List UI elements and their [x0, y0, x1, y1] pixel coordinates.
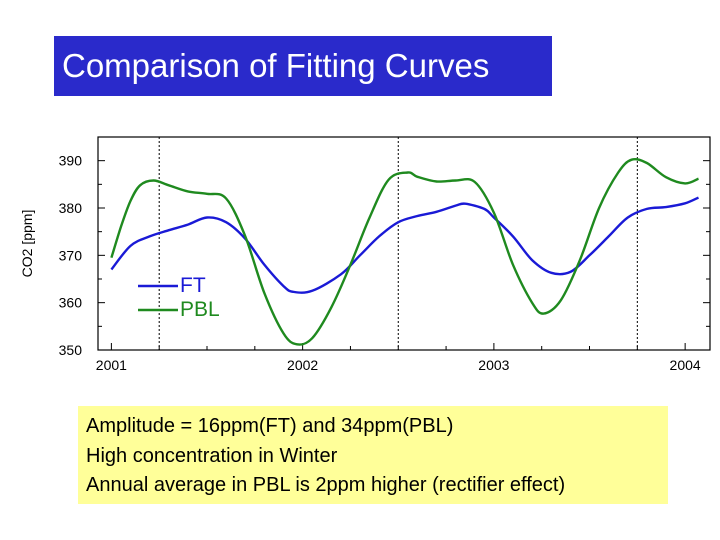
y-tick-label-390: 390	[59, 153, 83, 169]
note-winter: High concentration in Winter	[86, 444, 338, 467]
series-line-pbl	[110, 157, 699, 346]
x-tick-label-2003: 2003	[478, 357, 509, 373]
y-axis-label: CO2 [ppm]	[19, 210, 35, 278]
x-tick-label-2001: 2001	[96, 357, 127, 373]
notes-box: Amplitude = 16ppm(FT) and 34ppm(PBL) Hig…	[78, 406, 668, 504]
plot-frame	[97, 136, 711, 351]
y-tick-label-370: 370	[59, 247, 83, 263]
y-tick-label-360: 360	[59, 295, 83, 311]
slide-title: Comparison of Fitting Curves	[62, 47, 490, 84]
legend-label-pbl: PBL	[180, 298, 220, 321]
co2-line-chart: 350 360 370 380 390 2001 2002 2003 2004 CO2 [ppm]…	[19, 136, 711, 373]
y-tick-label-350: 350	[59, 342, 83, 358]
slide-title-box: Comparison of Fitting Curves	[54, 36, 552, 96]
note-amplitude: Amplitude = 16ppm(FT) and 34ppm(PBL)	[86, 415, 454, 437]
x-tick-label-2004: 2004	[670, 357, 701, 373]
legend-label-ft: FT	[180, 274, 206, 297]
note-annual-average: Annual average in PBL is 2ppm higher (re…	[86, 474, 566, 496]
x-tick-label-2002: 2002	[287, 357, 318, 373]
y-tick-label-380: 380	[59, 200, 83, 216]
series-line-ft	[110, 196, 699, 294]
